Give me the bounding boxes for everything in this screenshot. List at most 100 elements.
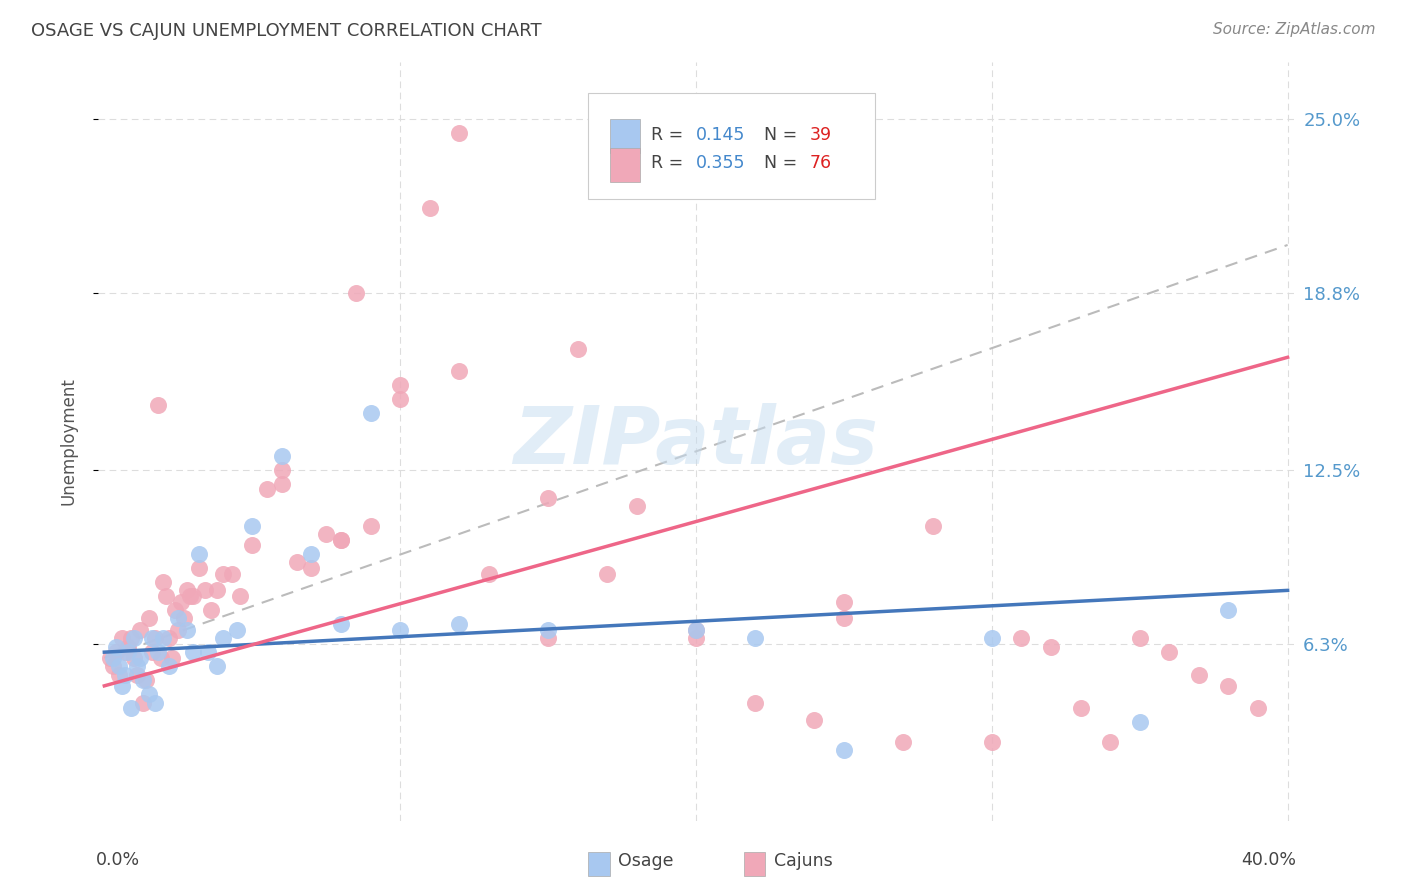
Text: Osage: Osage [619, 852, 673, 870]
Point [270, 476, 292, 491]
Point [360, 518, 382, 533]
Point [330, 533, 353, 547]
Point [188, 561, 211, 575]
Point [117, 640, 139, 654]
Point [626, 499, 648, 513]
Point [114, 667, 136, 681]
Point [146, 398, 169, 412]
Point [138, 687, 160, 701]
Point [125, 667, 148, 681]
Point [226, 623, 249, 637]
FancyBboxPatch shape [744, 852, 765, 876]
Point [111, 631, 134, 645]
Point [211, 631, 233, 645]
Point [117, 645, 139, 659]
Point [330, 533, 353, 547]
Text: OSAGE VS CAJUN UNEMPLOYMENT CORRELATION CHART: OSAGE VS CAJUN UNEMPLOYMENT CORRELATION … [31, 22, 541, 40]
Point [1218, 679, 1240, 693]
Point [449, 364, 471, 378]
Point [832, 743, 855, 757]
Point [1129, 715, 1152, 730]
Point [419, 202, 441, 216]
Point [157, 659, 180, 673]
Point [744, 631, 766, 645]
Text: 0.145: 0.145 [696, 126, 745, 144]
Point [1188, 667, 1211, 681]
Text: N =: N = [763, 126, 803, 144]
Text: Cajuns: Cajuns [773, 852, 832, 870]
Point [111, 679, 134, 693]
Point [105, 640, 128, 654]
Text: R =: R = [651, 126, 689, 144]
Text: 76: 76 [810, 154, 831, 172]
Point [165, 603, 187, 617]
Point [125, 659, 148, 673]
Point [744, 696, 766, 710]
Point [1218, 603, 1240, 617]
Point [389, 378, 412, 392]
Point [122, 650, 145, 665]
Point [478, 566, 501, 581]
Point [389, 623, 412, 637]
Point [138, 611, 160, 625]
Point [108, 667, 131, 681]
Point [832, 594, 855, 608]
Point [149, 650, 172, 665]
Point [596, 566, 619, 581]
Point [176, 623, 198, 637]
Point [181, 589, 204, 603]
Point [200, 603, 222, 617]
Point [211, 566, 233, 581]
Point [256, 483, 278, 497]
Point [270, 449, 292, 463]
Point [980, 735, 1002, 749]
Point [832, 611, 855, 625]
Point [537, 623, 560, 637]
Point [176, 583, 198, 598]
Point [285, 555, 308, 569]
Point [155, 589, 177, 603]
Point [167, 611, 190, 625]
FancyBboxPatch shape [589, 93, 875, 199]
Point [921, 518, 943, 533]
Point [389, 392, 412, 407]
Text: 0.355: 0.355 [696, 154, 745, 172]
Text: N =: N = [763, 154, 803, 172]
Point [229, 589, 252, 603]
Point [152, 631, 174, 645]
Point [194, 583, 217, 598]
Point [188, 547, 211, 561]
Point [567, 342, 589, 356]
Point [1247, 701, 1270, 715]
Point [1039, 640, 1062, 654]
Point [449, 617, 471, 632]
Point [135, 673, 157, 688]
Point [803, 713, 825, 727]
Point [128, 623, 150, 637]
Point [685, 623, 707, 637]
Point [685, 623, 707, 637]
Point [299, 547, 322, 561]
Point [1070, 701, 1092, 715]
Point [108, 659, 131, 673]
FancyBboxPatch shape [610, 120, 640, 153]
Point [449, 126, 471, 140]
Point [179, 589, 201, 603]
Point [205, 583, 228, 598]
Text: R =: R = [651, 154, 689, 172]
Point [315, 527, 337, 541]
Point [162, 650, 184, 665]
Point [132, 673, 155, 688]
Point [98, 650, 121, 665]
Point [197, 645, 219, 659]
FancyBboxPatch shape [589, 852, 610, 876]
Point [360, 407, 382, 421]
Point [105, 645, 128, 659]
Point [167, 623, 190, 637]
Point [537, 491, 560, 505]
Point [1010, 631, 1032, 645]
Point [240, 538, 263, 552]
Point [1129, 631, 1152, 645]
Point [980, 631, 1002, 645]
Point [181, 645, 204, 659]
